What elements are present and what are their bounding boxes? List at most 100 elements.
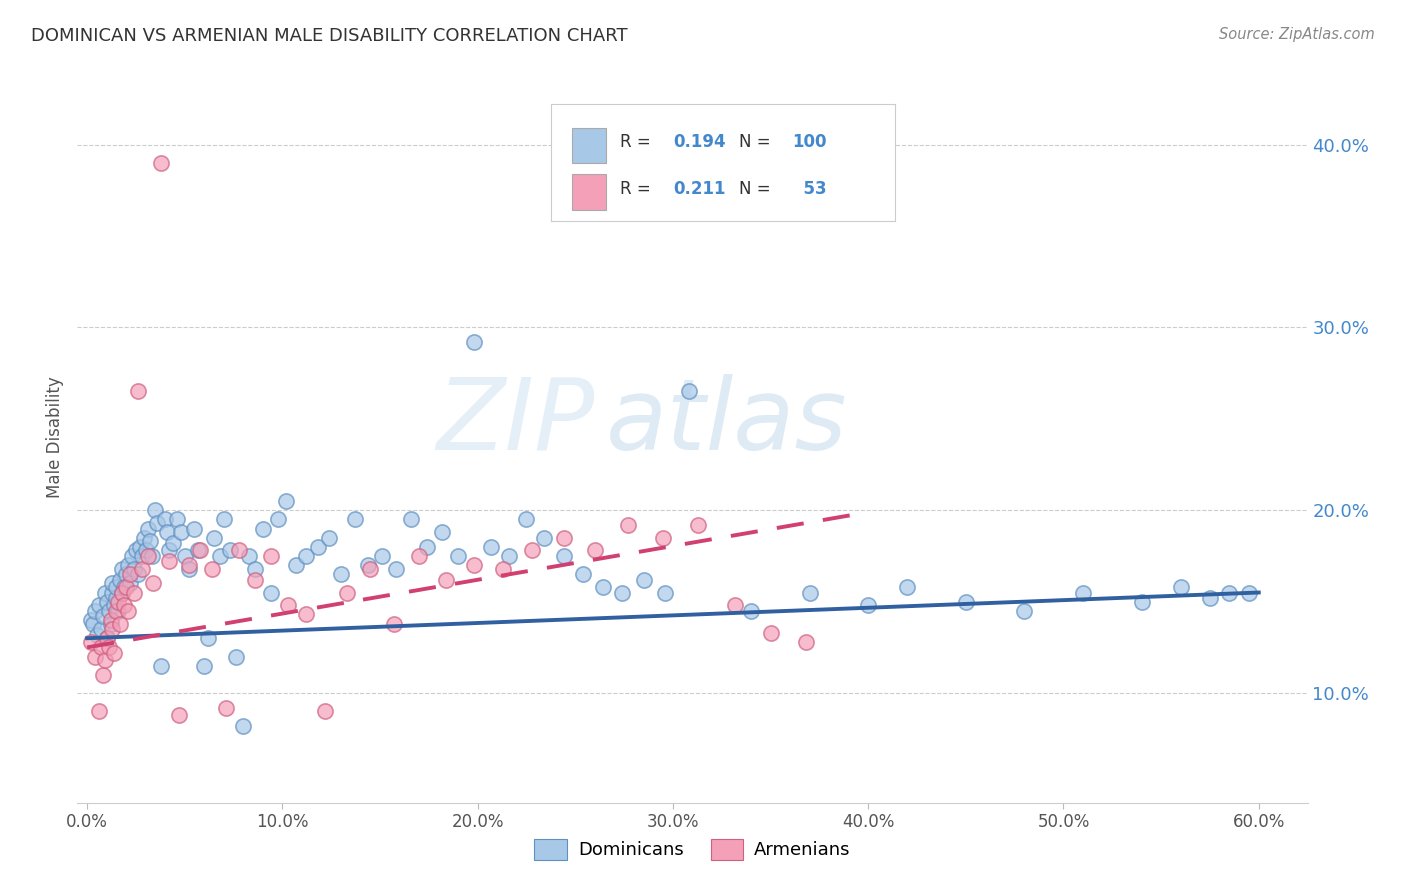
Point <box>105 604 128 618</box>
Point <box>285 558 308 573</box>
Point <box>202 531 225 545</box>
Point <box>93 653 115 667</box>
Point <box>97 604 120 618</box>
Point <box>101 585 124 599</box>
Point <box>138 534 160 549</box>
Point <box>112 580 135 594</box>
Point <box>553 531 575 545</box>
Point <box>86 627 108 641</box>
Point <box>87 599 110 613</box>
Point <box>553 549 575 563</box>
Point <box>84 604 107 618</box>
Point <box>107 604 129 618</box>
Point <box>105 591 128 605</box>
Point <box>533 531 555 545</box>
Point <box>157 543 180 558</box>
Point <box>93 585 115 599</box>
Point <box>232 719 254 733</box>
Point <box>416 540 439 554</box>
Point <box>612 585 634 599</box>
Point <box>90 640 112 655</box>
Point <box>107 594 129 608</box>
Point <box>105 580 128 594</box>
Point <box>96 632 118 646</box>
Point <box>80 635 103 649</box>
Point <box>436 573 458 587</box>
Point <box>122 562 145 576</box>
Point <box>90 622 112 636</box>
Point <box>193 658 215 673</box>
Point <box>156 525 179 540</box>
Point <box>80 613 103 627</box>
Point <box>1237 585 1260 599</box>
Y-axis label: Male Disability: Male Disability <box>46 376 65 498</box>
Point <box>371 549 394 563</box>
Point <box>1199 591 1222 605</box>
Point <box>115 580 138 594</box>
Point <box>228 543 250 558</box>
Point <box>267 512 290 526</box>
Point <box>127 567 149 582</box>
Point <box>173 549 195 563</box>
Text: ZIP: ZIP <box>436 374 595 471</box>
Point <box>654 585 676 599</box>
Point <box>583 543 606 558</box>
Point <box>157 554 180 568</box>
Point <box>295 549 318 563</box>
Point <box>515 512 537 526</box>
Point <box>1071 585 1094 599</box>
Point <box>858 599 880 613</box>
Point <box>759 625 782 640</box>
Point <box>135 543 157 558</box>
Point <box>633 573 655 587</box>
Point <box>688 517 710 532</box>
Point <box>447 549 470 563</box>
Text: Source: ZipAtlas.com: Source: ZipAtlas.com <box>1219 27 1375 42</box>
Point <box>103 646 125 660</box>
Point <box>136 549 159 563</box>
Point <box>162 536 184 550</box>
Point <box>522 543 544 558</box>
Point <box>197 632 219 646</box>
Point <box>343 512 366 526</box>
Point <box>131 549 153 563</box>
Point <box>1170 580 1192 594</box>
Point <box>97 640 120 655</box>
Point <box>188 543 212 558</box>
Text: DOMINICAN VS ARMENIAN MALE DISABILITY CORRELATION CHART: DOMINICAN VS ARMENIAN MALE DISABILITY CO… <box>31 27 627 45</box>
Point <box>215 700 238 714</box>
Point <box>955 594 977 608</box>
Point <box>100 616 122 631</box>
Point <box>225 649 247 664</box>
Point <box>276 494 298 508</box>
Point <box>314 705 336 719</box>
Point <box>382 616 405 631</box>
Point <box>91 667 114 681</box>
Point <box>96 594 118 608</box>
Point <box>142 576 165 591</box>
Point <box>252 521 274 535</box>
Point <box>1014 604 1036 618</box>
Point <box>125 543 148 558</box>
Point <box>110 573 132 587</box>
Point <box>1130 594 1153 608</box>
Point <box>100 613 122 627</box>
Point <box>150 658 173 673</box>
Point <box>136 521 159 535</box>
Point <box>212 512 235 526</box>
Point <box>243 573 266 587</box>
Point <box>492 562 515 576</box>
Point <box>592 580 614 594</box>
Point <box>110 616 132 631</box>
Point <box>740 604 762 618</box>
Point <box>82 616 104 631</box>
Point <box>432 525 454 540</box>
Point <box>652 531 675 545</box>
Point <box>295 607 318 622</box>
Point <box>111 585 134 599</box>
Point <box>145 503 167 517</box>
Point <box>896 580 918 594</box>
Point <box>260 549 283 563</box>
Point <box>121 549 143 563</box>
Point <box>277 599 299 613</box>
